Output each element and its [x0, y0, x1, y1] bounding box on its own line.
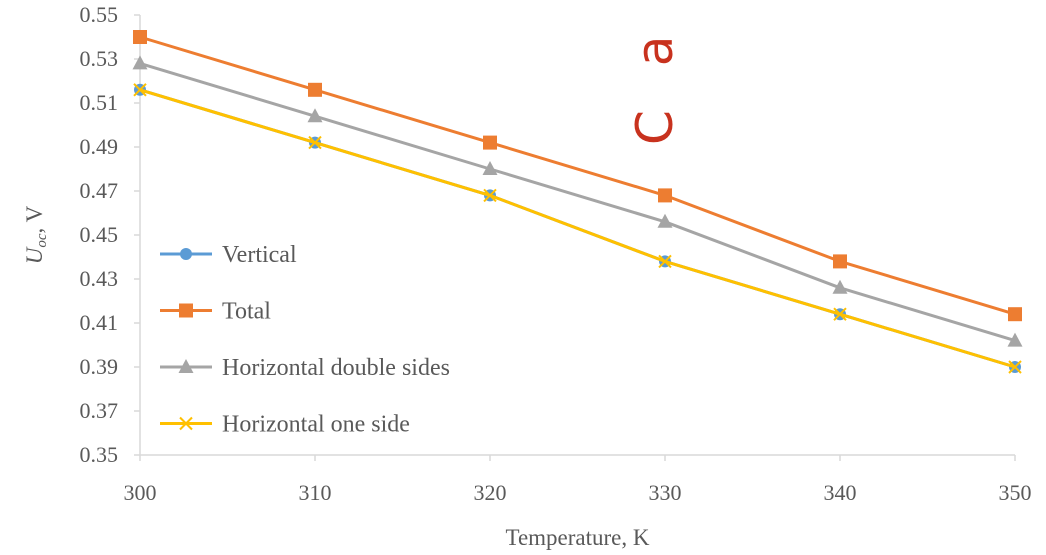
data-point-horizontal-one-side: [133, 83, 147, 97]
y-tick-label: 0.35: [80, 442, 119, 467]
y-tick-label: 0.49: [80, 134, 119, 159]
series-horizontal-one-side: [133, 83, 1022, 374]
series-line-horizontal-double-sides: [139, 61, 1016, 343]
legend-item-total: Total: [160, 299, 271, 325]
y-tick-label: 0.51: [80, 90, 119, 115]
legend-marker: [180, 248, 192, 260]
x-tick-label: 310: [299, 480, 332, 505]
marker-x-stroke: [483, 188, 497, 203]
x-axis-title: Temperature, K: [506, 525, 650, 550]
y-axis-title-main: U: [22, 246, 47, 264]
y-axis-title-sub: oc: [34, 233, 50, 248]
data-point-horizontal-double-sides: [832, 279, 848, 294]
data-point-horizontal-double-sides: [132, 55, 148, 70]
x-tick-label: 320: [474, 480, 507, 505]
legend-marker: [179, 416, 193, 431]
y-axis-title-rest: , V: [22, 205, 47, 233]
legend-label: Horizontal double sides: [222, 355, 450, 381]
series-total: [133, 30, 1022, 322]
y-tick-label: 0.43: [80, 266, 119, 291]
axes: [134, 14, 1016, 461]
x-tick-label: 350: [999, 480, 1032, 505]
watermark-text: C a l: [626, 0, 684, 145]
data-point-total: [308, 82, 322, 97]
legend: Vertical Total Horizontal double sides Hori…: [160, 242, 450, 438]
series-group: [132, 30, 1023, 374]
legend-marker: [178, 359, 194, 373]
legend-marker: [179, 303, 193, 318]
data-point-total: [658, 188, 672, 203]
marker-x-stroke: [833, 307, 847, 321]
y-axis-title: Uoc, V: [22, 205, 50, 264]
y-tick-label: 0.41: [80, 310, 119, 335]
y-tick-label: 0.53: [80, 46, 119, 71]
data-point-total: [483, 135, 497, 150]
x-tick-label: 300: [124, 480, 157, 505]
y-tick-label: 0.55: [80, 2, 119, 27]
y-tick-labels: 0.35 0.37 0.39 0.41 0.43 0.45 0.47 0.49 0.51 0.53…: [80, 2, 119, 467]
data-point-horizontal-one-side: [308, 135, 322, 150]
legend-label: Total: [222, 299, 271, 325]
legend-label: Horizontal one side: [222, 412, 410, 438]
legend-item-vertical: Vertical: [160, 242, 297, 268]
x-tick-label: 330: [649, 480, 682, 505]
data-point-horizontal-double-sides: [657, 213, 673, 228]
data-point-horizontal-one-side: [1008, 360, 1022, 374]
data-point-horizontal-one-side: [483, 188, 497, 203]
x-tick-label: 340: [824, 480, 857, 505]
data-point-horizontal-double-sides: [1007, 332, 1023, 347]
series-line-total: [139, 35, 1016, 316]
marker-x-stroke: [1008, 360, 1022, 374]
y-tick-label: 0.39: [80, 354, 119, 379]
data-point-horizontal-double-sides: [307, 108, 323, 123]
data-point-horizontal-double-sides: [482, 161, 498, 175]
data-point-total: [133, 30, 147, 44]
data-point-horizontal-one-side: [658, 254, 672, 269]
data-point-total: [833, 254, 847, 269]
data-point-horizontal-one-side: [833, 307, 847, 321]
x-tick-labels: 300 310 320 330 340 350: [124, 480, 1032, 505]
marker-x-stroke: [658, 254, 672, 269]
data-point-total: [1008, 307, 1022, 322]
series-line-horizontal-one-side: [139, 88, 1016, 369]
y-tick-label: 0.47: [80, 178, 119, 203]
legend-item-horizontal-double-sides: Horizontal double sides: [160, 355, 450, 381]
marker-x-stroke: [308, 135, 322, 150]
marker-x-stroke: [179, 416, 193, 431]
y-tick-label: 0.45: [80, 222, 119, 247]
legend-label: Vertical: [222, 242, 297, 268]
legend-item-horizontal-one-side: Horizontal one side: [160, 412, 410, 438]
y-tick-label: 0.37: [80, 398, 119, 423]
marker-x-stroke: [133, 83, 147, 97]
series-horizontal-double-sides: [132, 55, 1023, 347]
